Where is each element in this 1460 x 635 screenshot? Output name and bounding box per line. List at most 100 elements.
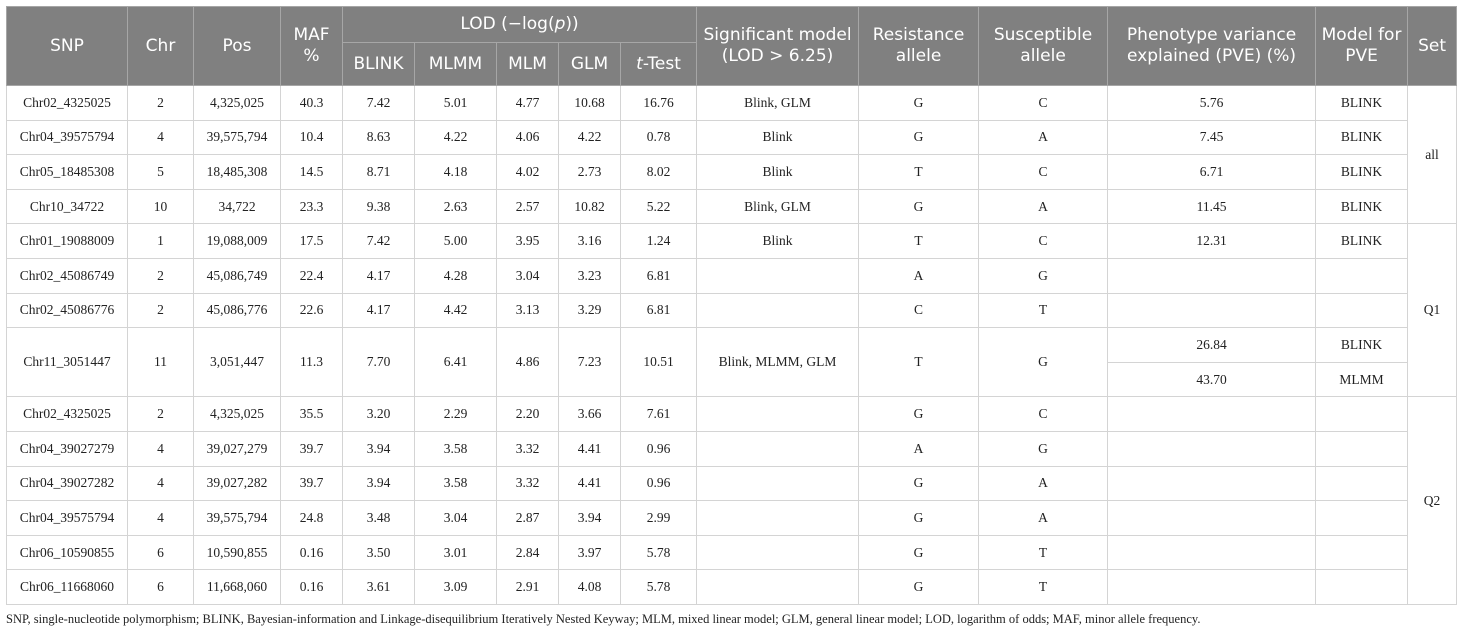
pve-cell [1107,569,1317,605]
lod-cell: 4.17 [342,292,415,329]
lod-cell: 3.23 [558,257,621,294]
header-cell: Phenotype variance explained (PVE) (%) [1107,6,1317,86]
pve-cell: 5.76 [1107,85,1317,121]
resistance-cell: A [858,257,980,294]
chr-cell: 4 [127,465,194,502]
table-body: Chr02_4325025 2 4,325,025 40.3 7.42 5.01 4.77 1… [6,84,1458,605]
snp-cell: Chr04_39575794 [6,500,128,536]
table-row: Chr02_45086749 2 45,086,749 22.4 4.17 4.28 3.0… [6,257,1457,294]
significant-cell: Blink [696,223,860,259]
lod-cell: 4.18 [414,154,497,190]
header-text: t [636,53,643,74]
header-cell: GLM [558,42,621,86]
maf-cell: 10.4 [280,119,343,156]
snp-cell: Chr04_39027282 [6,465,128,502]
table-row: Chr04_39027282 4 39,027,282 39.7 3.94 3.58 3.3… [6,465,1457,502]
maf-cell: 35.5 [280,396,343,432]
lod-cell: 3.32 [496,430,559,467]
lod-cell: 4.77 [496,85,559,121]
snp-cell: Chr02_4325025 [6,396,128,432]
chr-cell: 2 [127,396,194,432]
pos-cell: 45,086,776 [193,292,281,329]
lod-cell: 1.24 [619,223,698,259]
table-row: Chr02_4325025 2 4,325,025 35.5 3.20 2.29 2.20 3… [6,396,1458,605]
lod-cell: 6.81 [619,292,698,329]
lod-cell: 3.29 [558,292,621,329]
table-row: Chr06_11668060 6 11,668,060 0.16 3.61 3.09 2.9… [6,569,1457,605]
susceptible-cell: A [978,119,1109,156]
table-row: Chr04_39575794 4 39,575,794 10.4 8.63 4.22 4.0… [6,119,1457,156]
header-cell: Model for PVE [1315,6,1409,86]
significant-cell [696,534,860,571]
set-cell: Q1 [1407,223,1458,398]
lod-cell: 4.02 [496,154,559,190]
significant-cell [696,396,860,432]
pve-cell: 12.31 [1107,223,1317,259]
table-row: Chr04_39575794 4 39,575,794 24.8 3.48 3.04 2.8… [6,500,1457,536]
model-cell [1315,569,1409,605]
lod-cell: 2.87 [496,500,559,536]
susceptible-cell: A [978,500,1109,536]
header-cell: MAF % [280,6,343,86]
maf-cell: 11.3 [280,327,343,398]
lod-cell: 9.38 [342,188,415,225]
maf-cell: 0.16 [280,569,343,605]
table-row: Chr04_39027279 4 39,027,279 39.7 3.94 3.58 3.3… [6,430,1457,467]
lod-cell: 2.84 [496,534,559,571]
lod-cell: 3.20 [342,396,415,432]
lod-cell: 4.17 [342,257,415,294]
model-cell [1315,396,1409,432]
header-text: LOD (−log( [460,14,555,34]
pve-cell [1107,430,1317,467]
model-cell [1315,534,1409,571]
lod-cell: 7.42 [342,223,415,259]
pve-cell [1107,396,1317,432]
maf-cell: 40.3 [280,85,343,121]
lod-cell: 3.50 [342,534,415,571]
resistance-cell: T [858,327,980,398]
pve-cell [1107,257,1317,294]
pos-cell: 34,722 [193,188,281,225]
susceptible-cell: C [978,154,1109,190]
pos-cell: 10,590,855 [193,534,281,571]
significant-cell [696,292,860,329]
pve-cell [1107,465,1317,502]
header-text: )) [565,14,579,34]
model-cell: BLINK [1315,85,1409,121]
header-cell: LOD (−log(p)) [341,6,698,43]
chr-cell: 2 [127,257,194,294]
chr-cell: 4 [127,119,194,156]
header-cell: MLM [496,42,559,86]
susceptible-cell: C [978,223,1109,259]
snp-cell: Chr06_10590855 [6,534,128,571]
significant-cell: Blink, GLM [696,188,860,225]
set-cell: all [1407,84,1458,225]
header-row: BLINK MLMM MLM GLM t-Test [7,42,1457,86]
lod-cell: 3.94 [558,500,621,536]
lod-cell: 10.51 [619,327,698,398]
maf-cell: 14.5 [280,154,343,190]
lod-cell: 0.96 [619,465,698,502]
lod-cell: 3.97 [558,534,621,571]
header-cell: Chr [127,6,194,86]
snp-cell: Chr11_3051447 [6,327,128,398]
model-cell [1315,292,1409,329]
lod-cell: 2.57 [496,188,559,225]
pve-cell: 6.71 [1107,154,1317,190]
maf-cell: 39.7 [280,430,343,467]
snp-cell: Chr04_39575794 [6,119,128,156]
table-row: Chr10_34722 10 34,722 23.3 9.38 2.63 2.57 10.82… [6,188,1457,225]
header-cell: MLMM [414,42,497,86]
snp-cell: Chr04_39027279 [6,430,128,467]
susceptible-cell: A [978,465,1109,502]
lod-cell: 3.95 [496,223,559,259]
maf-cell: 39.7 [280,465,343,502]
susceptible-cell: G [978,327,1109,398]
lod-cell: 3.09 [414,569,497,605]
resistance-cell: G [858,465,980,502]
model-cell: BLINK [1315,327,1409,363]
pos-cell: 11,668,060 [193,569,281,605]
table-row: Chr05_18485308 5 18,485,308 14.5 8.71 4.18 4.0… [6,154,1457,190]
lod-cell: 2.63 [414,188,497,225]
header-cell: SNP [6,6,128,86]
